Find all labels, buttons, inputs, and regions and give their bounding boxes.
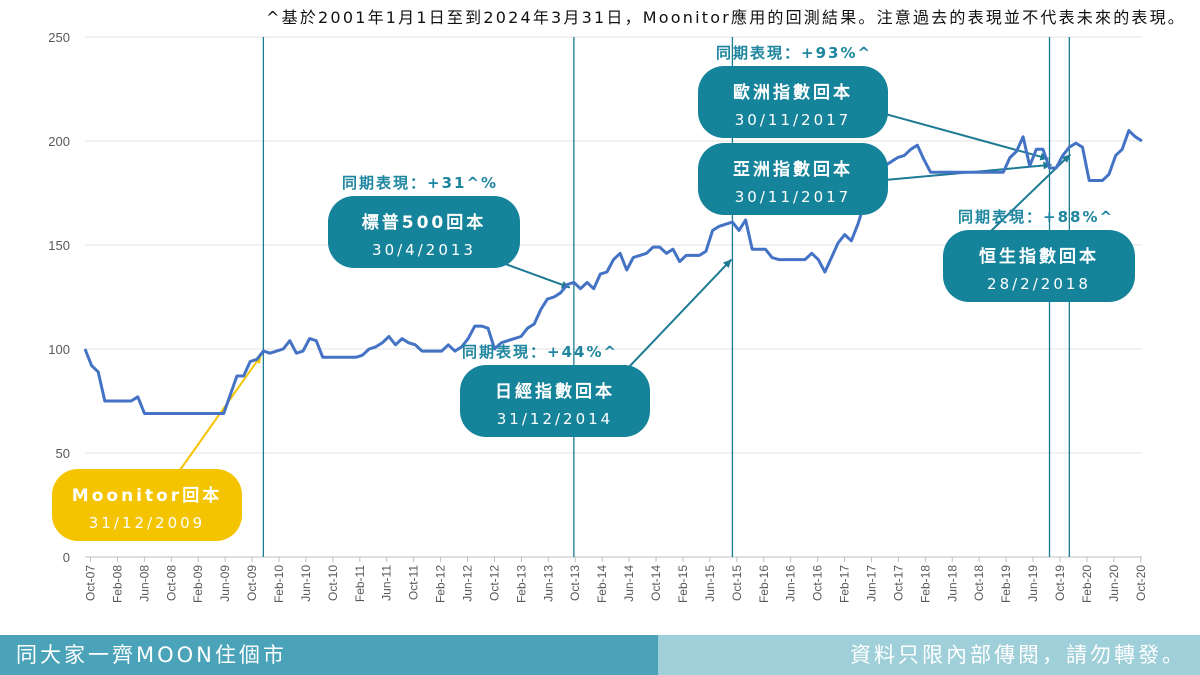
footer-notice: 資料只限內部傳閱，請勿轉發。 [658, 635, 1200, 675]
x-tick-label: Feb-08 [110, 565, 124, 603]
x-tick-label: Oct-20 [1134, 565, 1148, 601]
disclaimer-text: ^基於2001年1月1日至到2024年3月31日，Moonitor應用的回測結果… [266, 8, 1186, 27]
callout-asia-label: 亞洲指數回本 [733, 160, 853, 180]
x-tick-label: Oct-12 [487, 565, 501, 601]
x-tick-label: Jun-20 [1107, 565, 1121, 602]
x-tick-label: Oct-07 [84, 565, 98, 601]
y-tick-label: 150 [48, 238, 70, 253]
x-tick-label: Oct-15 [730, 565, 744, 601]
x-tick-label: Feb-19 [999, 565, 1013, 603]
x-tick-label: Feb-11 [353, 565, 367, 602]
x-tick-label: Oct-14 [649, 565, 663, 601]
callout-moonitor: Moonitor回本 31/12/2009 [52, 469, 242, 541]
footer-slogan: 同大家一齊MOON住個市 [0, 635, 658, 675]
x-tick-label: Jun-16 [784, 565, 798, 602]
x-tick-label: Feb-13 [514, 565, 528, 603]
callout-asia-date: 30/11/2017 [734, 188, 852, 206]
x-tick-label: Feb-10 [272, 565, 286, 603]
callout-hangseng-label: 恒生指數回本 [979, 247, 1099, 267]
x-tick-label: Jun-19 [1026, 565, 1040, 602]
x-tick-label: Jun-09 [218, 565, 232, 602]
callout-hangseng-date: 28/2/2018 [987, 275, 1091, 293]
x-tick-label: Jun-13 [541, 565, 555, 602]
arrow-europe [877, 111, 1049, 160]
y-tick-label: 100 [48, 342, 70, 357]
y-tick-label: 0 [63, 550, 70, 565]
perf-nikkei: 同期表現：+44%^ [462, 343, 619, 361]
y-tick-label: 200 [48, 134, 70, 149]
x-tick-label: Oct-09 [245, 565, 259, 601]
x-tick-label: Jun-15 [703, 565, 717, 602]
x-tick-label: Oct-10 [326, 565, 340, 601]
x-tick-label: Jun-14 [622, 565, 636, 602]
callout-asia: 亞洲指數回本 30/11/2017 [698, 143, 888, 215]
x-tick-label: Feb-16 [757, 565, 771, 603]
y-tick-label: 50 [56, 446, 70, 461]
x-tick-label: Jun-08 [137, 565, 151, 602]
y-axis: 0 50 100 150 200 250 [48, 30, 70, 565]
y-tick-label: 250 [48, 30, 70, 45]
arrow-nikkei-head [723, 259, 732, 268]
x-tick-label: Oct-19 [1053, 565, 1067, 601]
callout-nikkei-date: 31/12/2014 [496, 410, 614, 428]
callout-europe-date: 30/11/2017 [734, 111, 852, 129]
x-tick-label: Jun-12 [461, 565, 475, 602]
x-tick-label: Oct-11 [407, 565, 421, 600]
x-tick-label: Feb-17 [838, 565, 852, 603]
callout-moonitor-date: 31/12/2009 [88, 514, 206, 532]
x-tick-label: Feb-20 [1080, 565, 1094, 603]
event-lines [262, 37, 1070, 557]
x-tick-label: Jun-10 [299, 565, 313, 602]
x-tick-label: Feb-18 [918, 565, 932, 603]
x-tick-label: Oct-18 [972, 565, 986, 601]
callout-moonitor-label: Moonitor回本 [71, 486, 223, 506]
series-line [83, 129, 1143, 415]
callout-europe-label: 歐洲指數回本 [733, 83, 853, 103]
callout-hangseng: 恒生指數回本 28/2/2018 [943, 230, 1135, 302]
x-tick-label: Feb-14 [595, 565, 609, 603]
arrow-sp500 [499, 261, 571, 289]
x-tick-label: Jun-11 [380, 565, 394, 601]
x-tick-label: Jun-18 [945, 565, 959, 602]
x-tick-label: Oct-13 [568, 565, 582, 601]
perf-sp500: 同期表現：+31^% [342, 174, 499, 192]
x-axis: Oct-07 Feb-08 Jun-08 Oct-08 Feb-09 Jun-09 Oct-… [84, 557, 1148, 603]
arrow-nikkei [627, 258, 733, 369]
perf-europe: 同期表現：+93%^ [716, 44, 873, 62]
callout-nikkei: 日經指數回本 31/12/2014 [460, 365, 650, 437]
x-tick-label: Feb-09 [191, 565, 205, 603]
x-tick-label: Oct-16 [811, 565, 825, 601]
callout-europe: 歐洲指數回本 30/11/2017 [698, 66, 888, 138]
gridlines [85, 36, 1142, 558]
callout-sp500: 標普500回本 30/4/2013 [328, 196, 520, 268]
callout-sp500-date: 30/4/2013 [372, 241, 476, 259]
x-tick-label: Feb-12 [434, 565, 448, 603]
callout-nikkei-label: 日經指數回本 [495, 382, 615, 402]
x-tick-label: Oct-17 [891, 565, 905, 601]
x-tick-label: Jun-17 [864, 565, 878, 602]
x-tick-label: Feb-15 [676, 565, 690, 603]
arrow-hangseng-head [1061, 154, 1071, 163]
perf-hangseng: 同期表現：+88%^ [958, 208, 1115, 226]
x-tick-label: Oct-08 [164, 565, 178, 601]
callout-sp500-label: 標普500回本 [361, 213, 487, 233]
